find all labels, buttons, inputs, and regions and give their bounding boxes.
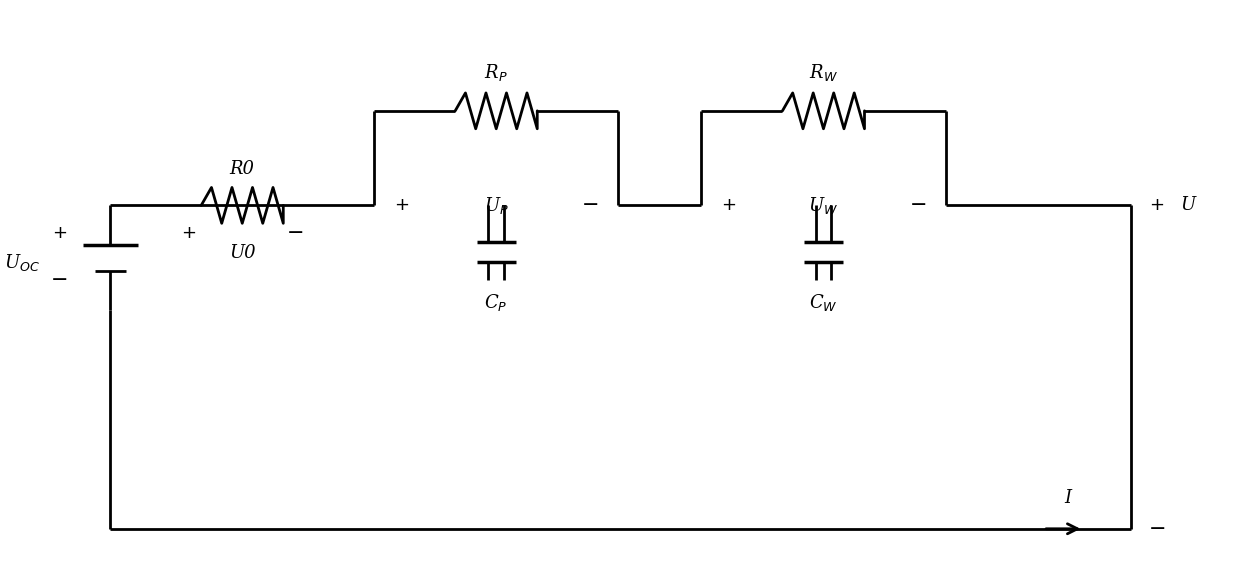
Text: R$_W$: R$_W$: [808, 62, 838, 83]
Text: C$_P$: C$_P$: [485, 292, 508, 313]
Text: −: −: [1148, 519, 1167, 539]
Text: U0: U0: [229, 244, 255, 262]
Text: R$_P$: R$_P$: [485, 62, 508, 83]
Text: U: U: [1180, 197, 1195, 214]
Text: −: −: [288, 223, 305, 244]
Text: U$_P$: U$_P$: [484, 195, 508, 216]
Text: −: −: [909, 195, 928, 215]
Text: U$_W$: U$_W$: [808, 195, 838, 216]
Text: −: −: [583, 195, 600, 215]
Text: +: +: [722, 197, 737, 214]
Text: +: +: [181, 224, 196, 242]
Text: I: I: [1064, 489, 1071, 507]
Text: +: +: [394, 197, 409, 214]
Text: +: +: [1148, 197, 1164, 214]
Text: R0: R0: [229, 159, 254, 177]
Text: −: −: [51, 270, 68, 289]
Text: U$_{OC}$: U$_{OC}$: [4, 252, 40, 273]
Text: C$_W$: C$_W$: [808, 292, 838, 313]
Text: +: +: [52, 224, 67, 242]
